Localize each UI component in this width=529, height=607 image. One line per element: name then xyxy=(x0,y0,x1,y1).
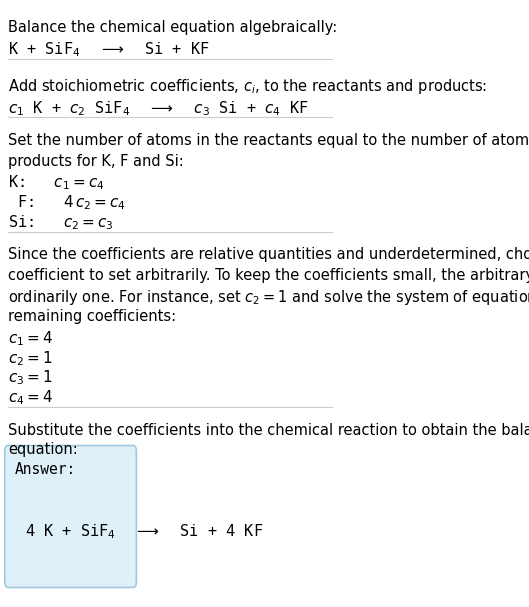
Text: $c_3 = 1$: $c_3 = 1$ xyxy=(8,369,53,387)
Text: $c_4 = 4$: $c_4 = 4$ xyxy=(8,388,53,407)
Text: $c_1 = 4$: $c_1 = 4$ xyxy=(8,329,53,348)
Text: K:   $c_1 = c_4$: K: $c_1 = c_4$ xyxy=(8,174,105,192)
Text: F:   $4\,c_2 = c_4$: F: $4\,c_2 = c_4$ xyxy=(8,194,126,212)
Text: $c_2 = 1$: $c_2 = 1$ xyxy=(8,349,53,367)
Text: Si:   $c_2 = c_3$: Si: $c_2 = c_3$ xyxy=(8,214,114,232)
Text: Substitute the coefficients into the chemical reaction to obtain the balanced: Substitute the coefficients into the che… xyxy=(8,422,529,438)
Text: remaining coefficients:: remaining coefficients: xyxy=(8,309,176,324)
Text: K + SiF$_4$  $\longrightarrow$  Si + KF: K + SiF$_4$ $\longrightarrow$ Si + KF xyxy=(8,41,209,59)
Text: coefficient to set arbitrarily. To keep the coefficients small, the arbitrary va: coefficient to set arbitrarily. To keep … xyxy=(8,268,529,283)
Text: Balance the chemical equation algebraically:: Balance the chemical equation algebraica… xyxy=(8,19,338,35)
Text: $c_1$ K + $c_2$ SiF$_4$  $\longrightarrow$  $c_3$ Si + $c_4$ KF: $c_1$ K + $c_2$ SiF$_4$ $\longrightarrow… xyxy=(8,100,309,118)
Text: Answer:: Answer: xyxy=(15,463,76,478)
FancyBboxPatch shape xyxy=(5,446,136,588)
Text: products for K, F and Si:: products for K, F and Si: xyxy=(8,154,184,169)
Text: Add stoichiometric coefficients, $c_i$, to the reactants and products:: Add stoichiometric coefficients, $c_i$, … xyxy=(8,77,487,96)
Text: ordinarily one. For instance, set $c_2 = 1$ and solve the system of equations fo: ordinarily one. For instance, set $c_2 =… xyxy=(8,288,529,307)
Text: Since the coefficients are relative quantities and underdetermined, choose a: Since the coefficients are relative quan… xyxy=(8,247,529,262)
Text: 4 K + SiF$_4$  $\longrightarrow$  Si + 4 KF: 4 K + SiF$_4$ $\longrightarrow$ Si + 4 K… xyxy=(25,523,263,541)
Text: equation:: equation: xyxy=(8,443,78,458)
Text: Set the number of atoms in the reactants equal to the number of atoms in the: Set the number of atoms in the reactants… xyxy=(8,133,529,148)
